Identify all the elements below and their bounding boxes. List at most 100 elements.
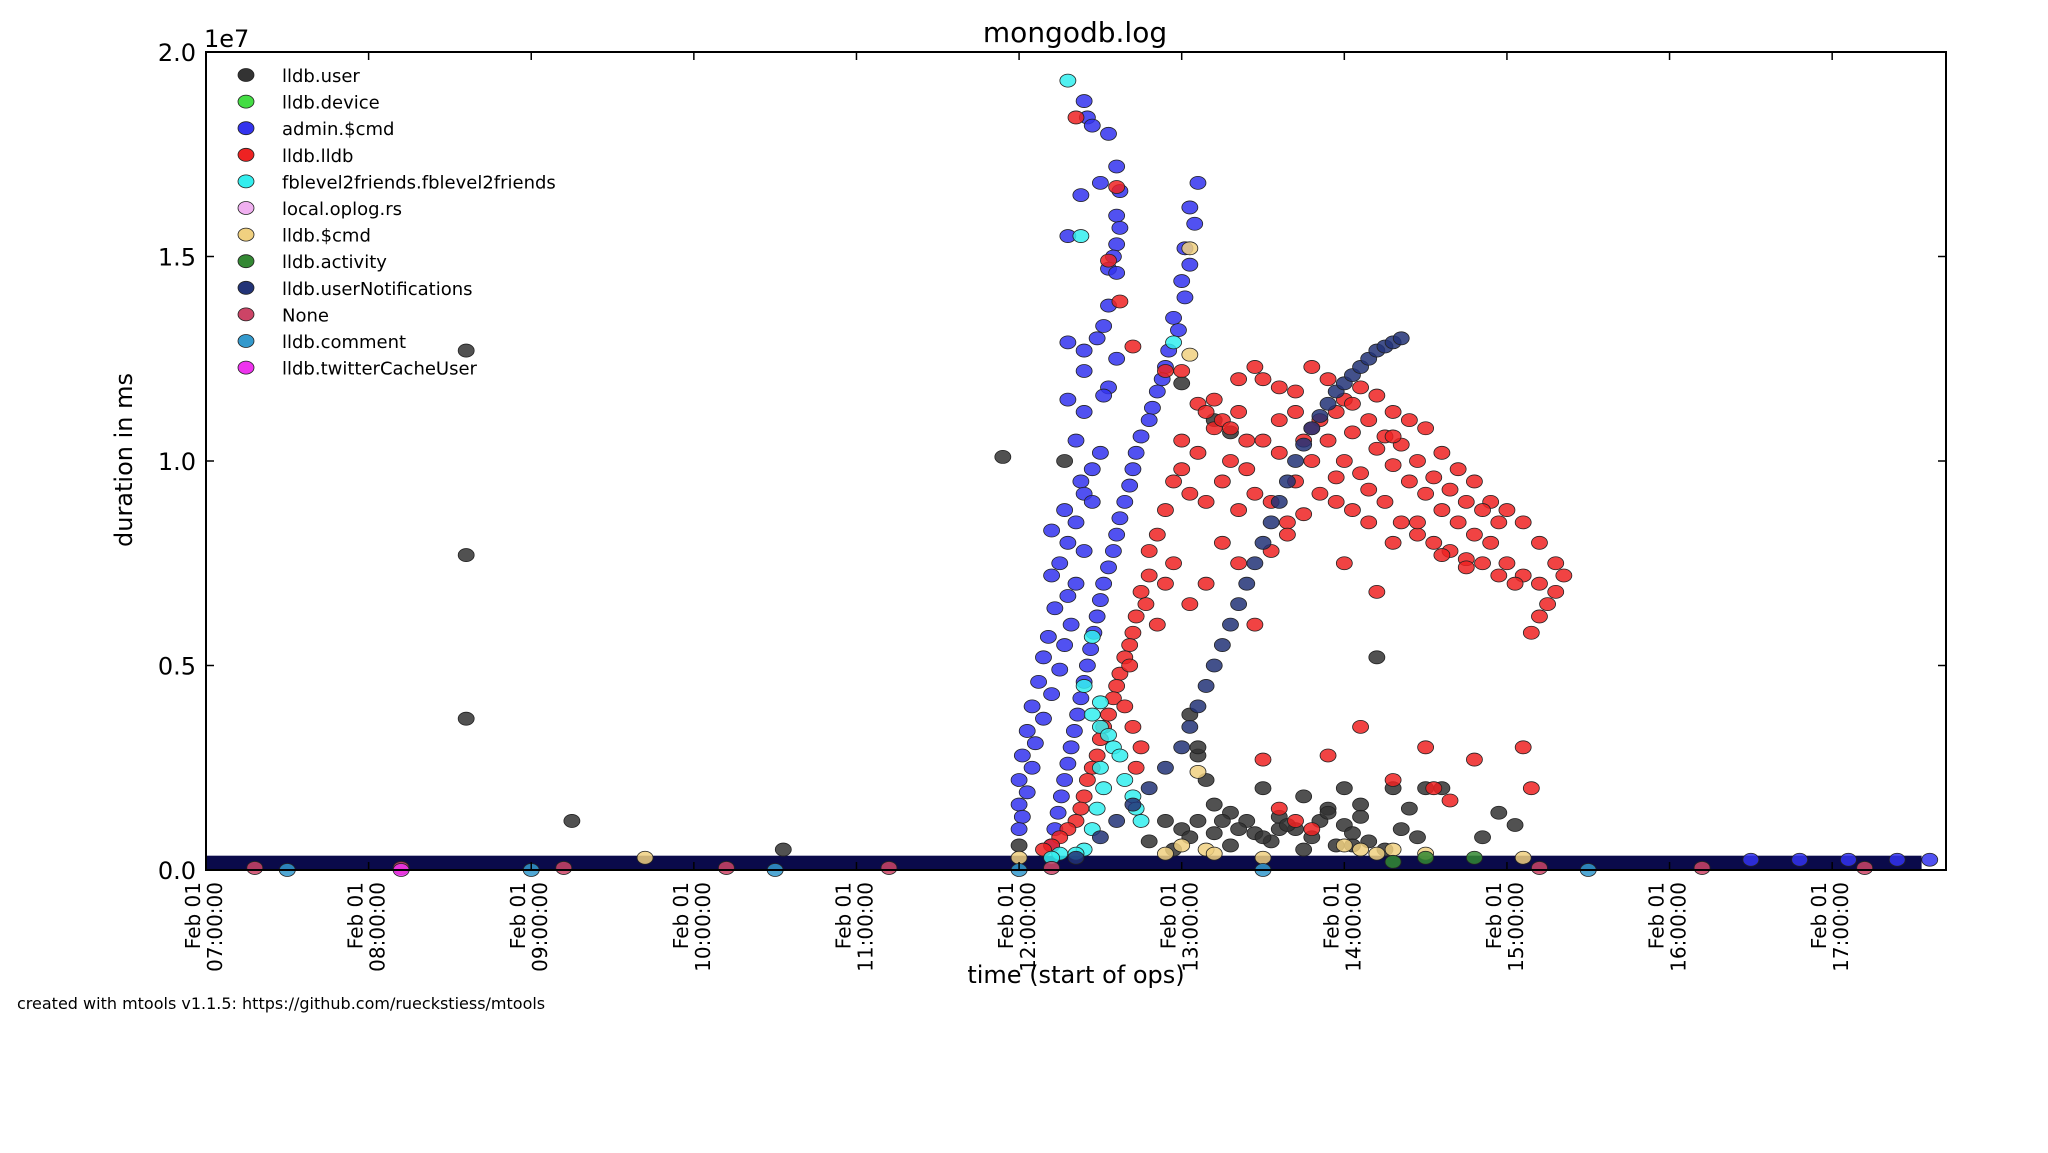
data-point [1010,773,1028,787]
data-point [1522,781,1540,796]
data-point [1095,576,1113,591]
data-point [1140,568,1158,583]
data-point [563,814,581,828]
data-point [1222,617,1239,632]
data-point [1075,789,1093,804]
data-point [1506,818,1524,832]
data-point [1392,331,1410,346]
data-point [1742,852,1760,867]
data-point [1555,568,1573,583]
data-point [1043,523,1061,538]
data-point [1165,310,1182,325]
data-point [1254,752,1272,767]
data-point [1170,323,1187,338]
data-point [1303,360,1321,374]
data-point [774,842,792,857]
data-point [1409,527,1426,542]
legend-label: local.oplog.rs [282,199,402,220]
data-point [1368,846,1386,861]
data-point [1197,576,1215,591]
data-point [1238,433,1256,448]
data-point [1303,822,1321,836]
data-point [1072,188,1090,203]
data-point [1514,740,1532,755]
data-point [1026,736,1044,751]
data-point [1311,409,1329,423]
data-point [1254,850,1272,865]
data-point [1095,781,1113,796]
data-point [1083,462,1101,477]
x-tick-label-date: Feb 01 [1319,882,1343,949]
data-point [1091,760,1109,775]
data-point [1287,454,1304,468]
data-point [1013,809,1031,824]
data-point [1457,560,1475,575]
data-point [1072,474,1090,489]
data-point [1368,441,1386,456]
x-tick-label-time: 07:00:00 [203,882,227,972]
legend-marker [237,174,255,189]
data-point [1295,789,1313,804]
data-point [1433,503,1451,517]
data-point [1205,392,1223,407]
data-point [1352,842,1369,857]
data-point [1409,830,1426,845]
data-point [1083,707,1101,722]
data-point [1100,253,1117,268]
data-point [1433,445,1451,460]
data-point [1059,756,1077,771]
baseline-ops-band [206,855,1922,870]
data-point [1186,216,1204,231]
legend-label: lldb.$cmd [282,226,371,247]
data-point [1132,814,1150,828]
x-tick-label-date: Feb 01 [1482,882,1506,949]
data-point [1205,797,1223,812]
data-point [1116,494,1134,509]
data-point [1108,351,1126,366]
data-point [1095,388,1113,403]
data-point [1400,801,1418,816]
data-point [1522,625,1540,640]
data-point [1059,535,1077,550]
data-point [1547,556,1565,571]
data-point [1213,474,1231,489]
legend-label: fblevel2friends.fblevel2friends [282,172,556,193]
data-point [1082,642,1100,657]
data-point [1088,609,1106,624]
data-point [1173,740,1191,755]
data-point [1144,400,1161,415]
data-point [1072,229,1090,243]
data-point [1368,584,1386,599]
legend-marker [237,227,255,242]
x-tick-label-date: Feb 01 [181,882,205,949]
data-point [1043,687,1061,702]
data-point [1056,773,1074,787]
data-point [1295,437,1313,452]
data-point [1433,548,1451,562]
data-point [1531,576,1548,591]
data-point [1254,535,1272,550]
x-tick-label-time: 09:00:00 [528,882,552,972]
data-point [1295,507,1313,522]
data-point [1088,801,1106,816]
legend-label: lldb.twitterCacheUser [282,359,478,380]
data-point [1230,503,1248,517]
data-point [1052,789,1070,804]
data-point [1075,544,1093,558]
data-point [1173,376,1191,391]
data-point [1303,421,1321,436]
data-point [1157,364,1174,378]
data-point [1132,584,1150,599]
data-point [1457,494,1475,509]
data-point [1010,838,1028,853]
data-point [1124,339,1142,354]
data-point [1075,405,1093,419]
y-tick-label: 1.0 [158,448,196,476]
data-point [1344,396,1361,411]
data-point [1124,462,1142,477]
data-point [1035,650,1052,665]
data-point [1100,728,1117,742]
data-point [1100,707,1117,722]
x-tick-label-date: Feb 01 [831,882,855,949]
data-point [1344,503,1361,517]
